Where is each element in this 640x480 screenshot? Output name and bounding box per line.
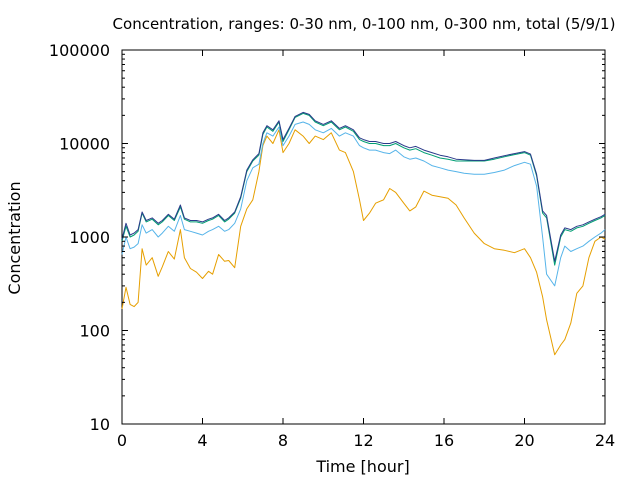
series-line-2 xyxy=(121,121,606,287)
y-axis-ticks: 10 100 1000 10000 100000 xyxy=(49,41,605,434)
x-tick-label: 0 xyxy=(117,431,127,450)
y-tick-label: 10 xyxy=(90,415,110,434)
y-tick-label: 100000 xyxy=(49,41,110,60)
series-group xyxy=(121,111,606,356)
x-axis-ticks: 0 4 8 12 16 20 24 xyxy=(117,50,615,450)
chart-title: Concentration, ranges: 0-30 nm, 0-100 nm… xyxy=(113,15,616,33)
y-tick-label: 10000 xyxy=(59,135,110,154)
plot-frame xyxy=(121,49,606,425)
y-tick-label: 100 xyxy=(79,322,110,341)
x-tick-label: 24 xyxy=(595,431,615,450)
x-tick-label: 16 xyxy=(434,431,454,450)
x-tick-label: 8 xyxy=(278,431,288,450)
y-axis-label: Concentration xyxy=(5,181,24,294)
y-tick-label: 1000 xyxy=(69,228,110,247)
series-line-3 xyxy=(121,112,606,266)
x-tick-label: 4 xyxy=(197,431,207,450)
x-tick-label: 12 xyxy=(353,431,373,450)
series-line-1 xyxy=(121,129,606,356)
x-axis-label: Time [hour] xyxy=(315,457,409,476)
plot-border xyxy=(121,49,606,425)
series-line-4 xyxy=(121,111,606,262)
x-tick-label: 20 xyxy=(514,431,534,450)
